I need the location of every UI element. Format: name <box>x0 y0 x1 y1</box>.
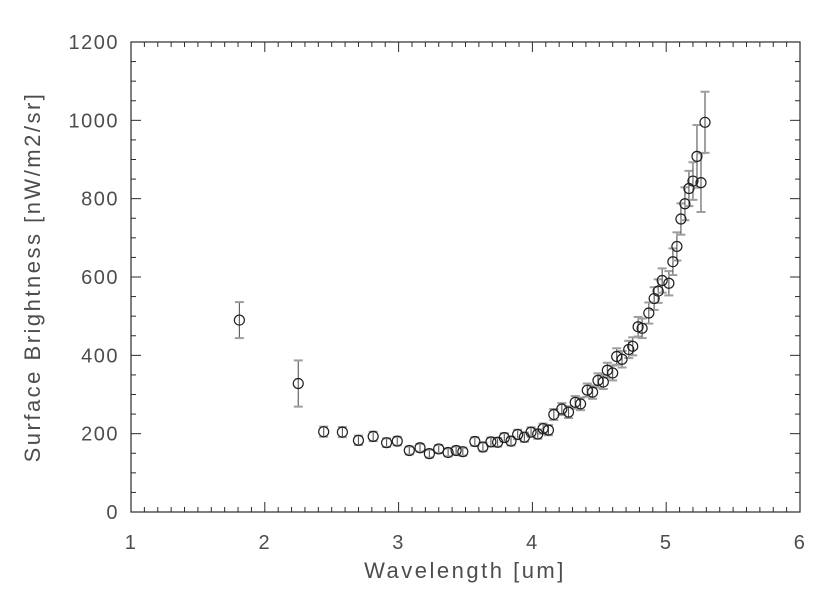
data-point <box>457 446 469 458</box>
y-tick-label: 600 <box>81 267 119 289</box>
data-point <box>667 256 679 268</box>
data-point <box>675 213 687 225</box>
data-point <box>607 367 619 379</box>
data-point <box>352 434 365 446</box>
data-point <box>505 435 517 447</box>
data-point <box>318 426 330 438</box>
data-point <box>569 396 581 408</box>
x-tick-label: 5 <box>660 532 673 554</box>
y-tick-label: 1200 <box>69 32 120 54</box>
axis-ticks <box>130 41 801 513</box>
error-bars-layer <box>234 90 710 459</box>
data-point <box>525 426 537 438</box>
data-point <box>671 240 683 253</box>
data-point <box>587 386 599 398</box>
x-tick-label: 6 <box>794 532 807 554</box>
data-point <box>548 408 560 421</box>
data-point <box>450 444 462 457</box>
data-point <box>498 431 510 444</box>
data-point <box>656 274 668 287</box>
y-tick-label: 400 <box>81 345 119 367</box>
y-tick-label: 1000 <box>69 110 120 132</box>
data-point <box>601 364 613 376</box>
x-tick-label: 3 <box>392 532 405 554</box>
y-tick-label: 200 <box>81 424 119 446</box>
plot-frame <box>130 41 801 513</box>
x-axis-title: Wavelength [um] <box>364 558 566 583</box>
data-point <box>336 426 349 438</box>
data-point <box>433 443 445 455</box>
data-point <box>367 430 379 443</box>
data-point <box>627 340 639 352</box>
data-point <box>691 150 703 162</box>
data-point <box>403 444 415 457</box>
data-point <box>380 437 393 449</box>
data-points-layer <box>233 116 711 460</box>
data-point <box>574 398 587 410</box>
data-point <box>611 350 623 363</box>
data-point <box>652 285 664 297</box>
data-point <box>292 377 304 390</box>
y-tick-label: 800 <box>81 189 119 211</box>
data-point <box>414 442 426 454</box>
x-tick-label: 2 <box>258 532 271 554</box>
y-axis-title: Surface Brightness [nW/m2/sr] <box>20 92 45 463</box>
data-point <box>537 422 549 435</box>
data-point <box>643 307 655 319</box>
data-point <box>477 441 489 453</box>
data-point <box>663 277 675 289</box>
data-point <box>597 376 609 388</box>
data-point <box>581 384 593 396</box>
data-point <box>556 403 568 415</box>
data-point <box>592 374 604 386</box>
data-point <box>616 353 628 365</box>
data-point <box>562 406 575 418</box>
y-tick-label: 0 <box>106 502 119 524</box>
data-point <box>469 435 481 448</box>
plot-border <box>130 41 801 513</box>
data-point <box>542 424 555 436</box>
data-point <box>233 314 245 326</box>
data-point <box>423 448 435 460</box>
data-point <box>485 436 497 448</box>
data-point <box>699 116 711 128</box>
x-tick-label: 1 <box>125 532 138 554</box>
data-point <box>512 428 524 441</box>
data-point <box>687 175 699 187</box>
data-point <box>391 435 403 447</box>
x-tick-label: 4 <box>526 532 539 554</box>
data-point <box>442 446 454 459</box>
data-point <box>636 322 648 334</box>
tick-labels: 1 2 3 4 5 6 0 200 400 600 800 1000 1200 <box>69 32 807 554</box>
data-point <box>695 177 707 189</box>
data-point <box>679 198 691 210</box>
